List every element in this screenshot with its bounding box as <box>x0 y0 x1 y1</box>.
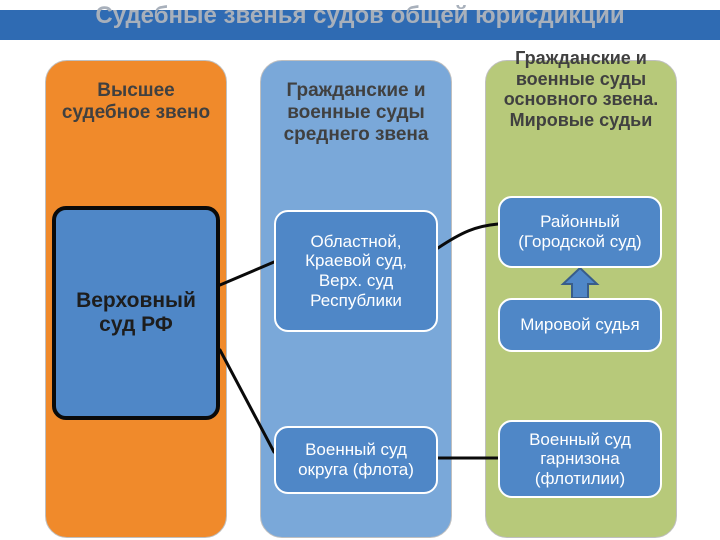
column-highest-header: Высшее судебное звено <box>55 80 217 124</box>
node-regional-court: Областной, Краевой суд, Верх. суд Респуб… <box>274 210 438 332</box>
node-military-district: Военный суд округа (флота) <box>274 426 438 494</box>
diagram-stage: Судебные звенья судов общей юрисдикции В… <box>0 0 720 540</box>
node-military-garrison: Военный суд гарнизона (флотилии) <box>498 420 662 498</box>
node-district-court: Районный (Городской суд) <box>498 196 662 268</box>
node-mirovoy-judge: Мировой судья <box>498 298 662 352</box>
node-supreme-court: Верховный суд РФ <box>52 206 220 420</box>
column-middle-header: Гражданские и военные суды среднего звен… <box>268 80 444 146</box>
column-basic-header: Гражданские и военные суды основного зве… <box>492 48 670 131</box>
diagram-title: Судебные звенья судов общей юрисдикции <box>0 0 720 36</box>
